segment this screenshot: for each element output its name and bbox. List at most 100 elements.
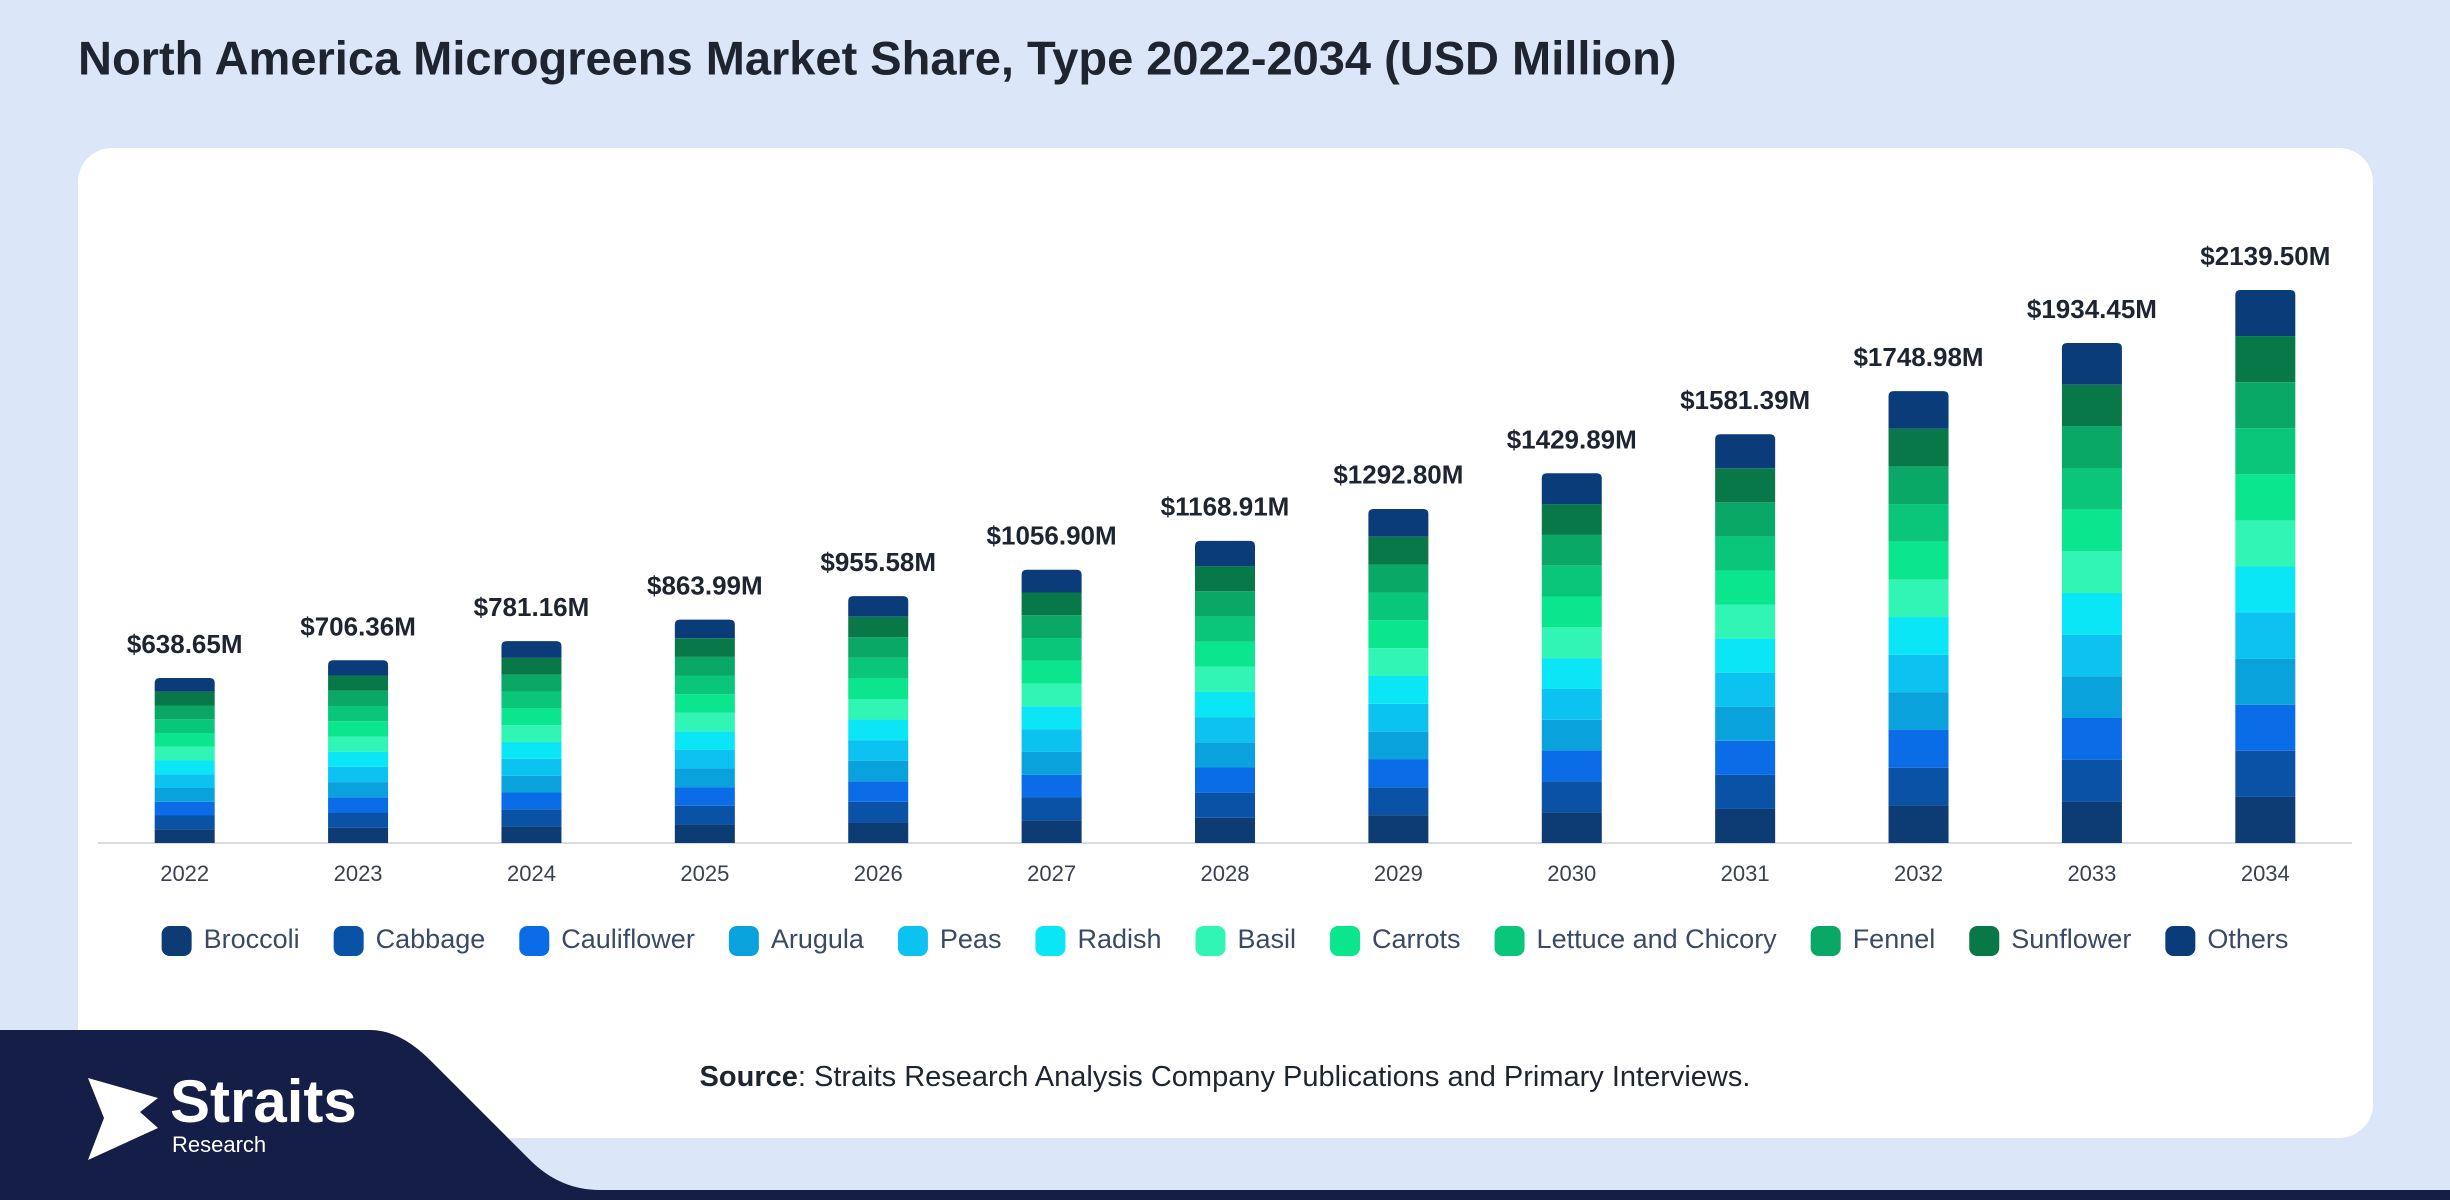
total-label: $955.58M (820, 547, 936, 577)
bar-segment (328, 782, 389, 798)
bar-segment (2235, 336, 2296, 383)
bar-segment (1195, 767, 1255, 793)
x-tick-label: 2033 (2067, 861, 2116, 886)
total-label: $1429.89M (1507, 424, 1637, 454)
bar-segment (1715, 536, 1776, 571)
total-label: $1168.91M (1161, 492, 1290, 522)
bar-segment (1368, 620, 1429, 649)
bar-segment (501, 792, 562, 810)
bar-segment (1888, 579, 1949, 618)
bar-segment (2061, 676, 2122, 719)
bar-segment (328, 721, 389, 737)
bar-segment (1195, 591, 1255, 617)
legend-label: Others (2207, 924, 2288, 954)
bar-segment (1888, 692, 1949, 731)
bar-segment (1541, 719, 1602, 751)
bar-segment (848, 698, 909, 720)
bar-segment (1368, 536, 1429, 565)
bar-segment (848, 822, 909, 843)
x-tick-label: 2025 (680, 861, 729, 886)
bar-segment (501, 758, 562, 776)
bar-segment (328, 660, 389, 676)
bar-segment (1021, 615, 1082, 639)
total-label: $1934.45M (2027, 294, 2157, 324)
bar-segment (1888, 730, 1949, 768)
bar-segment (1195, 742, 1255, 768)
source-text: : Straits Research Analysis Company Publ… (798, 1061, 1751, 1093)
bar-segment (1021, 706, 1082, 730)
bar-segment (1888, 617, 1949, 655)
chart-title: North America Microgreens Market Share, … (78, 31, 1677, 84)
x-tick-label: 2029 (1374, 861, 1423, 886)
bar-segment (1888, 428, 1949, 467)
bar-segment (1888, 805, 1949, 843)
bar-segment (1021, 774, 1082, 798)
bar-segment (848, 637, 909, 658)
bar-segment (2235, 566, 2296, 613)
legend-label: Cauliflower (561, 924, 695, 954)
legend-label: Fennel (1853, 924, 1936, 954)
x-tick-label: 2026 (854, 861, 903, 886)
bar-segment (674, 712, 735, 732)
bar-segment (848, 740, 909, 761)
bar-segment (501, 691, 562, 709)
bar-segment (1715, 604, 1776, 639)
bar-segment (2061, 468, 2122, 510)
bar-segment (501, 641, 562, 658)
bar-segment (2235, 382, 2296, 429)
bar-segment (501, 826, 562, 843)
bar-segment (848, 760, 909, 782)
bar-segment (848, 719, 909, 741)
bar-segment (154, 801, 215, 816)
bar-segment (1715, 672, 1776, 707)
legend-label: Lettuce and Chicory (1537, 924, 1778, 954)
bar-segment (848, 801, 909, 823)
bar-segment (848, 616, 909, 638)
total-label: $638.65M (127, 629, 243, 659)
bar-segment (1541, 504, 1602, 535)
bar-segment (1021, 751, 1082, 775)
bar-segment (1888, 391, 1949, 429)
bar-segment (1715, 638, 1776, 673)
bar-segment (674, 656, 735, 676)
bar-segment (674, 694, 735, 713)
logo-name: Straits (170, 1068, 357, 1135)
bar-segment (2061, 801, 2122, 843)
bar-segment (328, 797, 389, 813)
legend-label: Radish (1077, 924, 1161, 954)
bar-segment (1888, 541, 1949, 580)
bar-segment (1368, 648, 1429, 676)
bar-segment (154, 746, 215, 761)
bar-segment (501, 742, 562, 759)
bar-segment (674, 675, 735, 695)
bar-segment (848, 657, 909, 679)
legend-swatch (1810, 926, 1841, 956)
total-label: $781.16M (474, 592, 590, 622)
bar-segment (674, 749, 735, 769)
source-label: Source (700, 1061, 798, 1093)
bar-segment (154, 705, 215, 720)
bar-segment (1368, 592, 1429, 621)
legend-swatch (333, 926, 364, 956)
bar-segment (1541, 565, 1602, 597)
bar-segment (1541, 473, 1602, 505)
bar-segment (154, 719, 215, 733)
bar-segment (1195, 616, 1255, 642)
bar-segment (1715, 570, 1776, 605)
bar-segment (501, 657, 562, 675)
total-label: $706.36M (300, 611, 416, 641)
total-label: $1056.90M (987, 521, 1117, 551)
bar-segment (328, 766, 389, 783)
bar-segment (1368, 815, 1429, 843)
x-tick-label: 2022 (160, 861, 209, 886)
bar-segment (1021, 820, 1082, 843)
bar-segment (1368, 675, 1429, 704)
bar-segment (1541, 688, 1602, 720)
legend-swatch (1195, 926, 1226, 956)
bar-segment (501, 674, 562, 692)
bar-segment (154, 787, 215, 802)
bar-segment (1888, 654, 1949, 693)
bar-segment (1541, 596, 1602, 628)
bar-segment (2235, 520, 2296, 567)
